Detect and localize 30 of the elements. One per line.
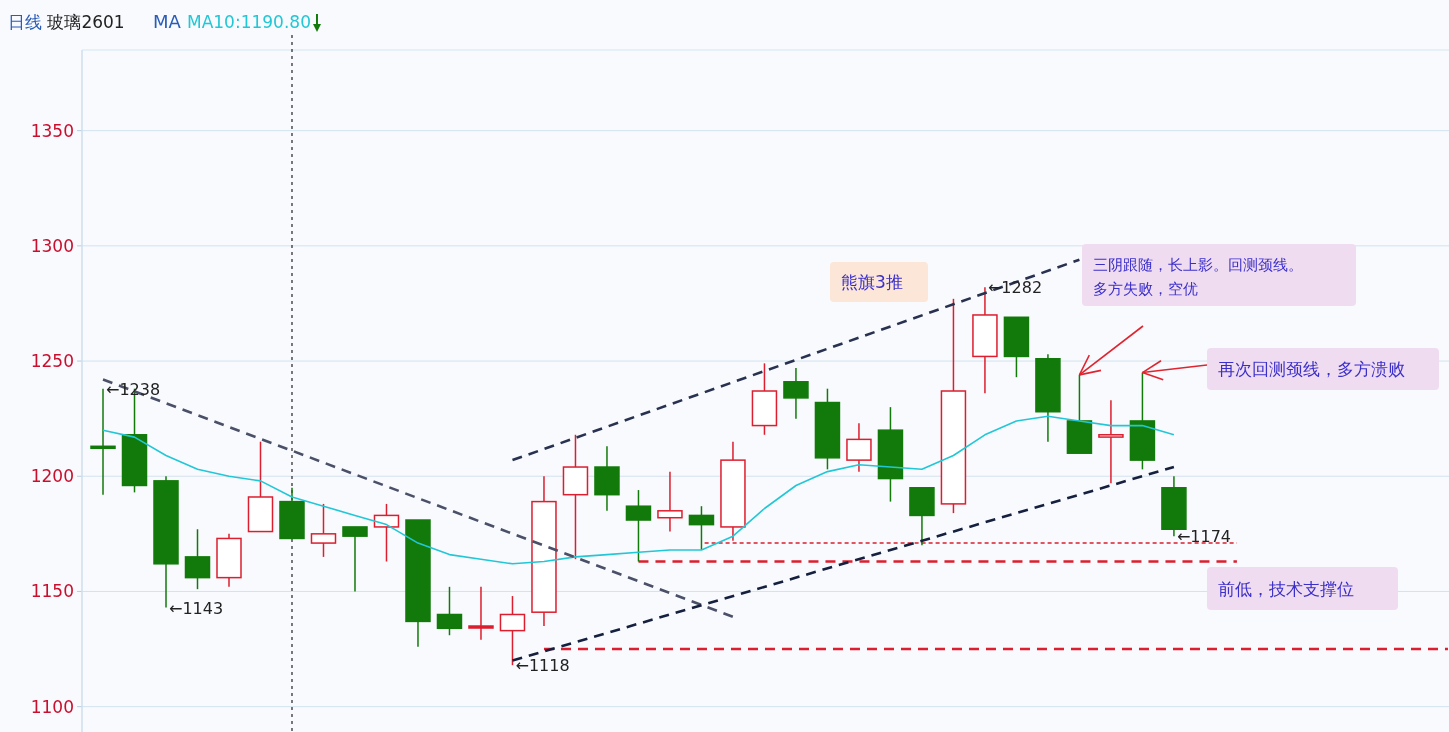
annotation: ←1118	[515, 656, 570, 676]
y-tick-label: 1350	[30, 120, 74, 141]
y-tick-label: 1250	[30, 351, 74, 372]
y-tick-label: 1150	[30, 581, 74, 602]
candlestick	[1098, 399, 1124, 484]
candlestick	[846, 422, 872, 473]
annotation: 多方失败，空优	[1093, 280, 1198, 298]
y-tick-label: 1300	[30, 235, 74, 256]
annotation: 三阴跟随，长上影。回测颈线。	[1093, 256, 1303, 274]
candlestick	[783, 367, 809, 420]
y-tick-label: 1200	[30, 466, 74, 487]
annotation: ←1143	[169, 598, 224, 618]
chart-title: 日线 玻璃2601	[8, 12, 125, 32]
annotation: 熊旗3推	[841, 272, 903, 293]
candlestick	[342, 526, 368, 593]
y-tick-label: 1100	[30, 696, 74, 717]
candlestick	[657, 470, 683, 533]
candlestick	[436, 586, 463, 636]
candlestick	[468, 586, 494, 641]
candlestick	[184, 528, 211, 590]
candlestick	[625, 489, 652, 563]
candlestick	[310, 503, 337, 558]
annotation: ←1174	[1176, 527, 1232, 547]
text: 前低，技术支撑位	[1218, 578, 1354, 599]
candlestick	[688, 505, 715, 551]
chart-subtitle: MA	[153, 11, 182, 32]
text: MA10:1190.80	[187, 12, 311, 32]
line-series	[102, 415, 1175, 565]
annotation: ←1282	[987, 278, 1043, 298]
text: 再次回测颈线，多方溃败	[1218, 359, 1405, 380]
